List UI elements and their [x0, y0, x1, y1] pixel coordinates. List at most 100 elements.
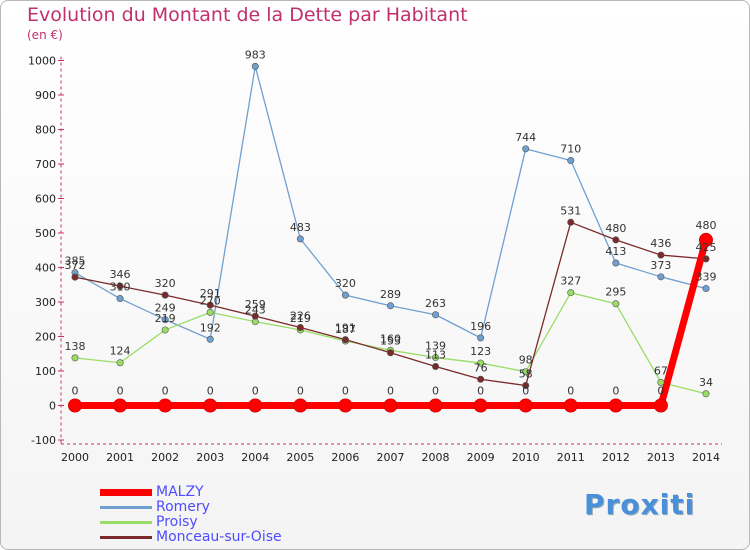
x-tick-label: 2001: [106, 451, 134, 464]
data-label: 270: [200, 294, 221, 307]
data-label: 219: [290, 312, 311, 325]
data-point: [296, 235, 304, 243]
legend-label-romery: Romery: [156, 499, 210, 515]
data-point: [68, 398, 82, 413]
data-label: 219: [155, 312, 176, 325]
data-label: 187: [335, 323, 356, 336]
data-point: [567, 157, 575, 165]
data-label: 192: [200, 321, 221, 334]
data-label: 243: [245, 304, 266, 317]
y-tick-label: 700: [35, 158, 56, 171]
data-label: 263: [425, 297, 446, 310]
data-point: [296, 324, 304, 332]
x-tick-label: 2010: [512, 451, 540, 464]
data-label: 373: [650, 259, 671, 272]
data-label: 372: [65, 259, 86, 272]
data-point: [248, 398, 263, 413]
data-label: 123: [470, 345, 491, 358]
data-point: [612, 300, 620, 308]
data-label: 744: [515, 131, 536, 144]
data-point: [477, 334, 485, 342]
data-label: 289: [380, 288, 401, 301]
data-label: 259: [245, 298, 266, 311]
data-label: 0: [297, 385, 304, 398]
data-point: [653, 398, 668, 413]
data-point: [293, 398, 308, 413]
data-label: 425: [695, 241, 716, 254]
data-label: 0: [162, 385, 169, 398]
data-point: [206, 335, 214, 343]
data-label: 0: [522, 385, 529, 398]
legend-swatch-malzy: [100, 489, 152, 496]
data-point: [702, 390, 710, 398]
chart-title: Evolution du Montant de la Dette par Hab…: [27, 4, 468, 26]
legend-label-proisy: Proisy: [156, 514, 198, 530]
data-point: [251, 312, 259, 320]
data-point: [386, 302, 394, 310]
data-label: 191: [335, 322, 356, 335]
data-label: 138: [65, 340, 86, 353]
data-label: 436: [650, 237, 671, 250]
data-point: [473, 398, 488, 413]
x-tick-label: 2006: [331, 451, 359, 464]
data-label: 295: [605, 286, 626, 299]
data-point: [522, 145, 530, 153]
x-tick-label: 2004: [241, 451, 269, 464]
y-tick-label: 800: [35, 124, 56, 137]
data-point: [383, 398, 398, 413]
data-label: 0: [342, 385, 349, 398]
x-tick-label: 2000: [61, 451, 89, 464]
data-point: [612, 236, 620, 244]
x-tick-label: 2012: [602, 451, 630, 464]
series-points: [68, 62, 713, 413]
chart-subtitle: (en €): [27, 28, 63, 42]
data-label: 67: [654, 364, 668, 377]
y-tick-label: 600: [35, 193, 56, 206]
data-point: [116, 282, 124, 290]
x-tick-label: 2013: [647, 451, 675, 464]
data-label: 58: [519, 367, 533, 380]
data-label: 0: [432, 385, 439, 398]
data-point: [341, 336, 349, 344]
data-label: 76: [474, 361, 488, 374]
data-point: [428, 398, 443, 413]
data-point: [518, 398, 533, 413]
data-label: 0: [72, 385, 79, 398]
data-point: [432, 311, 440, 319]
y-tick-label: -100: [31, 434, 56, 447]
data-point: [161, 326, 169, 334]
y-tick-label: 400: [35, 262, 56, 275]
data-point: [702, 255, 710, 263]
data-label: 483: [290, 221, 311, 234]
data-point: [71, 354, 79, 362]
data-label: 310: [110, 281, 131, 294]
data-point: [567, 289, 575, 297]
y-tick-label: 1000: [28, 55, 56, 68]
legend-swatch-proisy: [100, 521, 152, 524]
data-label: 385: [65, 255, 86, 268]
data-label: 226: [290, 310, 311, 323]
data-label: 531: [560, 204, 581, 217]
data-point: [206, 308, 214, 316]
data-label: 0: [657, 385, 664, 398]
x-tick-label: 2003: [196, 451, 224, 464]
proxiti-logo: Proxiti: [584, 488, 696, 521]
x-tick-label: 2008: [422, 451, 450, 464]
data-point: [206, 301, 214, 309]
data-label: 98: [519, 354, 533, 367]
data-label: 0: [612, 385, 619, 398]
axes: -100010020030040050060070080090010002000…: [28, 55, 722, 464]
data-point: [116, 359, 124, 367]
x-tick-label: 2002: [151, 451, 179, 464]
data-point: [338, 398, 353, 413]
data-label: 0: [117, 385, 124, 398]
data-label: 320: [335, 277, 356, 290]
legend-label-malzy: MALZY: [156, 484, 204, 500]
data-point: [477, 359, 485, 367]
x-tick-label: 2007: [376, 451, 404, 464]
data-point: [657, 273, 665, 281]
data-label: 0: [387, 385, 394, 398]
y-tick-label: 0: [49, 400, 56, 413]
y-tick-label: 300: [35, 296, 56, 309]
